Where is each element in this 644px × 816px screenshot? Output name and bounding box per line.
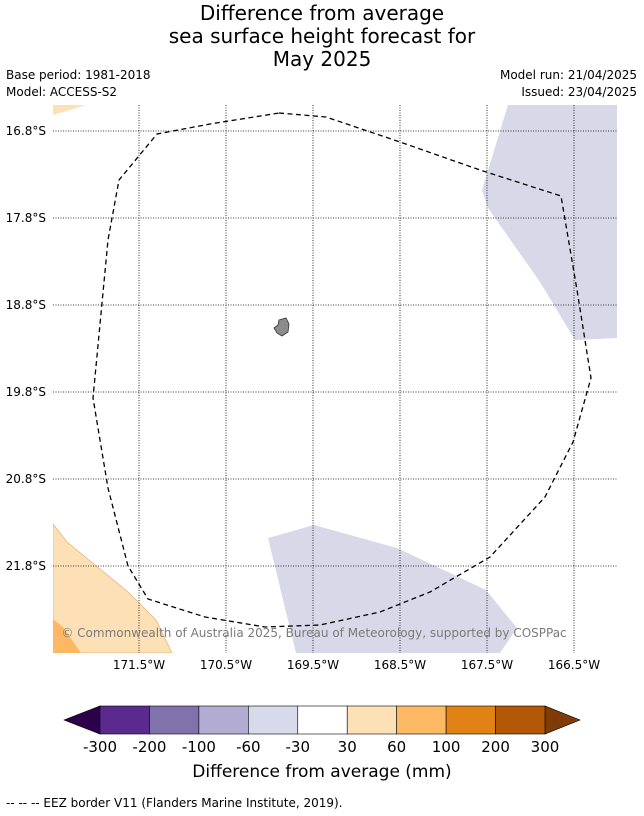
colorbar-tick-label: 60 [387,738,406,756]
latitude-labels: 16.8°S 17.8°S 18.8°S 19.8°S 20.8°S 21.8°… [6,124,46,573]
chart-title: Difference from average sea surface heig… [0,2,644,71]
colorbar-segment [248,705,299,735]
title-line-2: sea surface height forecast for [168,24,476,48]
lat-label: 17.8°S [6,211,46,225]
lon-label: 170.5°W [200,658,252,672]
colorbar-tick-label: -30 [286,738,311,756]
colorbar-segment [495,705,546,735]
longitude-labels: 171.5°W 170.5°W 169.5°W 168.5°W 167.5°W … [113,658,600,672]
anomaly-region-positive-sw-strong [53,619,81,653]
lat-label: 20.8°S [6,472,46,486]
lat-label: 19.8°S [6,385,46,399]
colorbar-tick-label: -300 [83,738,117,756]
colorbar-segment [99,705,150,735]
colorbar-label: Difference from average (mm) [192,762,452,782]
anomaly-region-positive-nw [53,105,86,115]
anomaly-region-negative-south [268,525,517,653]
model-text: Model: ACCESS-S2 [6,85,118,99]
colorbar-segment [396,705,447,735]
eez-border [92,112,592,628]
colorbar-tick-label: 300 [531,738,560,756]
colorbar-tick-label: 100 [432,738,461,756]
lon-label: 171.5°W [113,658,165,672]
model-run-text: Model run: 21/04/2025 [499,68,637,82]
colorbar-low-extend [63,705,101,735]
colorbar-segment [149,705,200,735]
lon-label: 166.5°W [548,658,600,672]
colorbar-tick-label: 30 [338,738,357,756]
colorbar-tick-label: -100 [182,738,216,756]
colorbar-segment [198,705,249,735]
map-credit: © Commonwealth of Australia 2025, Bureau… [61,626,566,640]
colorbar-segment [346,705,397,735]
anomaly-fills [53,105,617,653]
lat-label: 18.8°S [6,298,46,312]
colorbar-tick-label: -60 [236,738,261,756]
title-line-1: Difference from average [199,1,445,25]
base-period-text: Base period: 1981-2018 [6,68,151,82]
meta-left: Base period: 1981-2018 Model: ACCESS-S2 [6,67,151,101]
lon-label: 169.5°W [287,658,339,672]
island-land [273,317,290,337]
eez-footnote: -- -- -- EEZ border V11 (Flanders Marine… [6,796,343,810]
title-line-3: May 2025 [272,47,372,71]
issued-text: Issued: 23/04/2025 [521,85,637,99]
colorbar: -300 -200 -100 -60 -30 30 60 100 200 300 [63,705,581,756]
gridlines [53,105,617,653]
anomaly-region-positive-sw [53,523,173,653]
colorbar-segment [297,705,348,735]
colorbar-tick-label: -200 [132,738,166,756]
lat-label: 21.8°S [6,559,46,573]
colorbar-high-extend [544,705,581,735]
lon-label: 168.5°W [374,658,426,672]
anomaly-region-negative-ne [482,105,617,340]
lat-label: 16.8°S [6,124,46,138]
colorbar-segment [445,705,496,735]
meta-right: Model run: 21/04/2025 Issued: 23/04/2025 [500,67,637,101]
lon-label: 167.5°W [461,658,513,672]
colorbar-tick-label: 200 [481,738,510,756]
